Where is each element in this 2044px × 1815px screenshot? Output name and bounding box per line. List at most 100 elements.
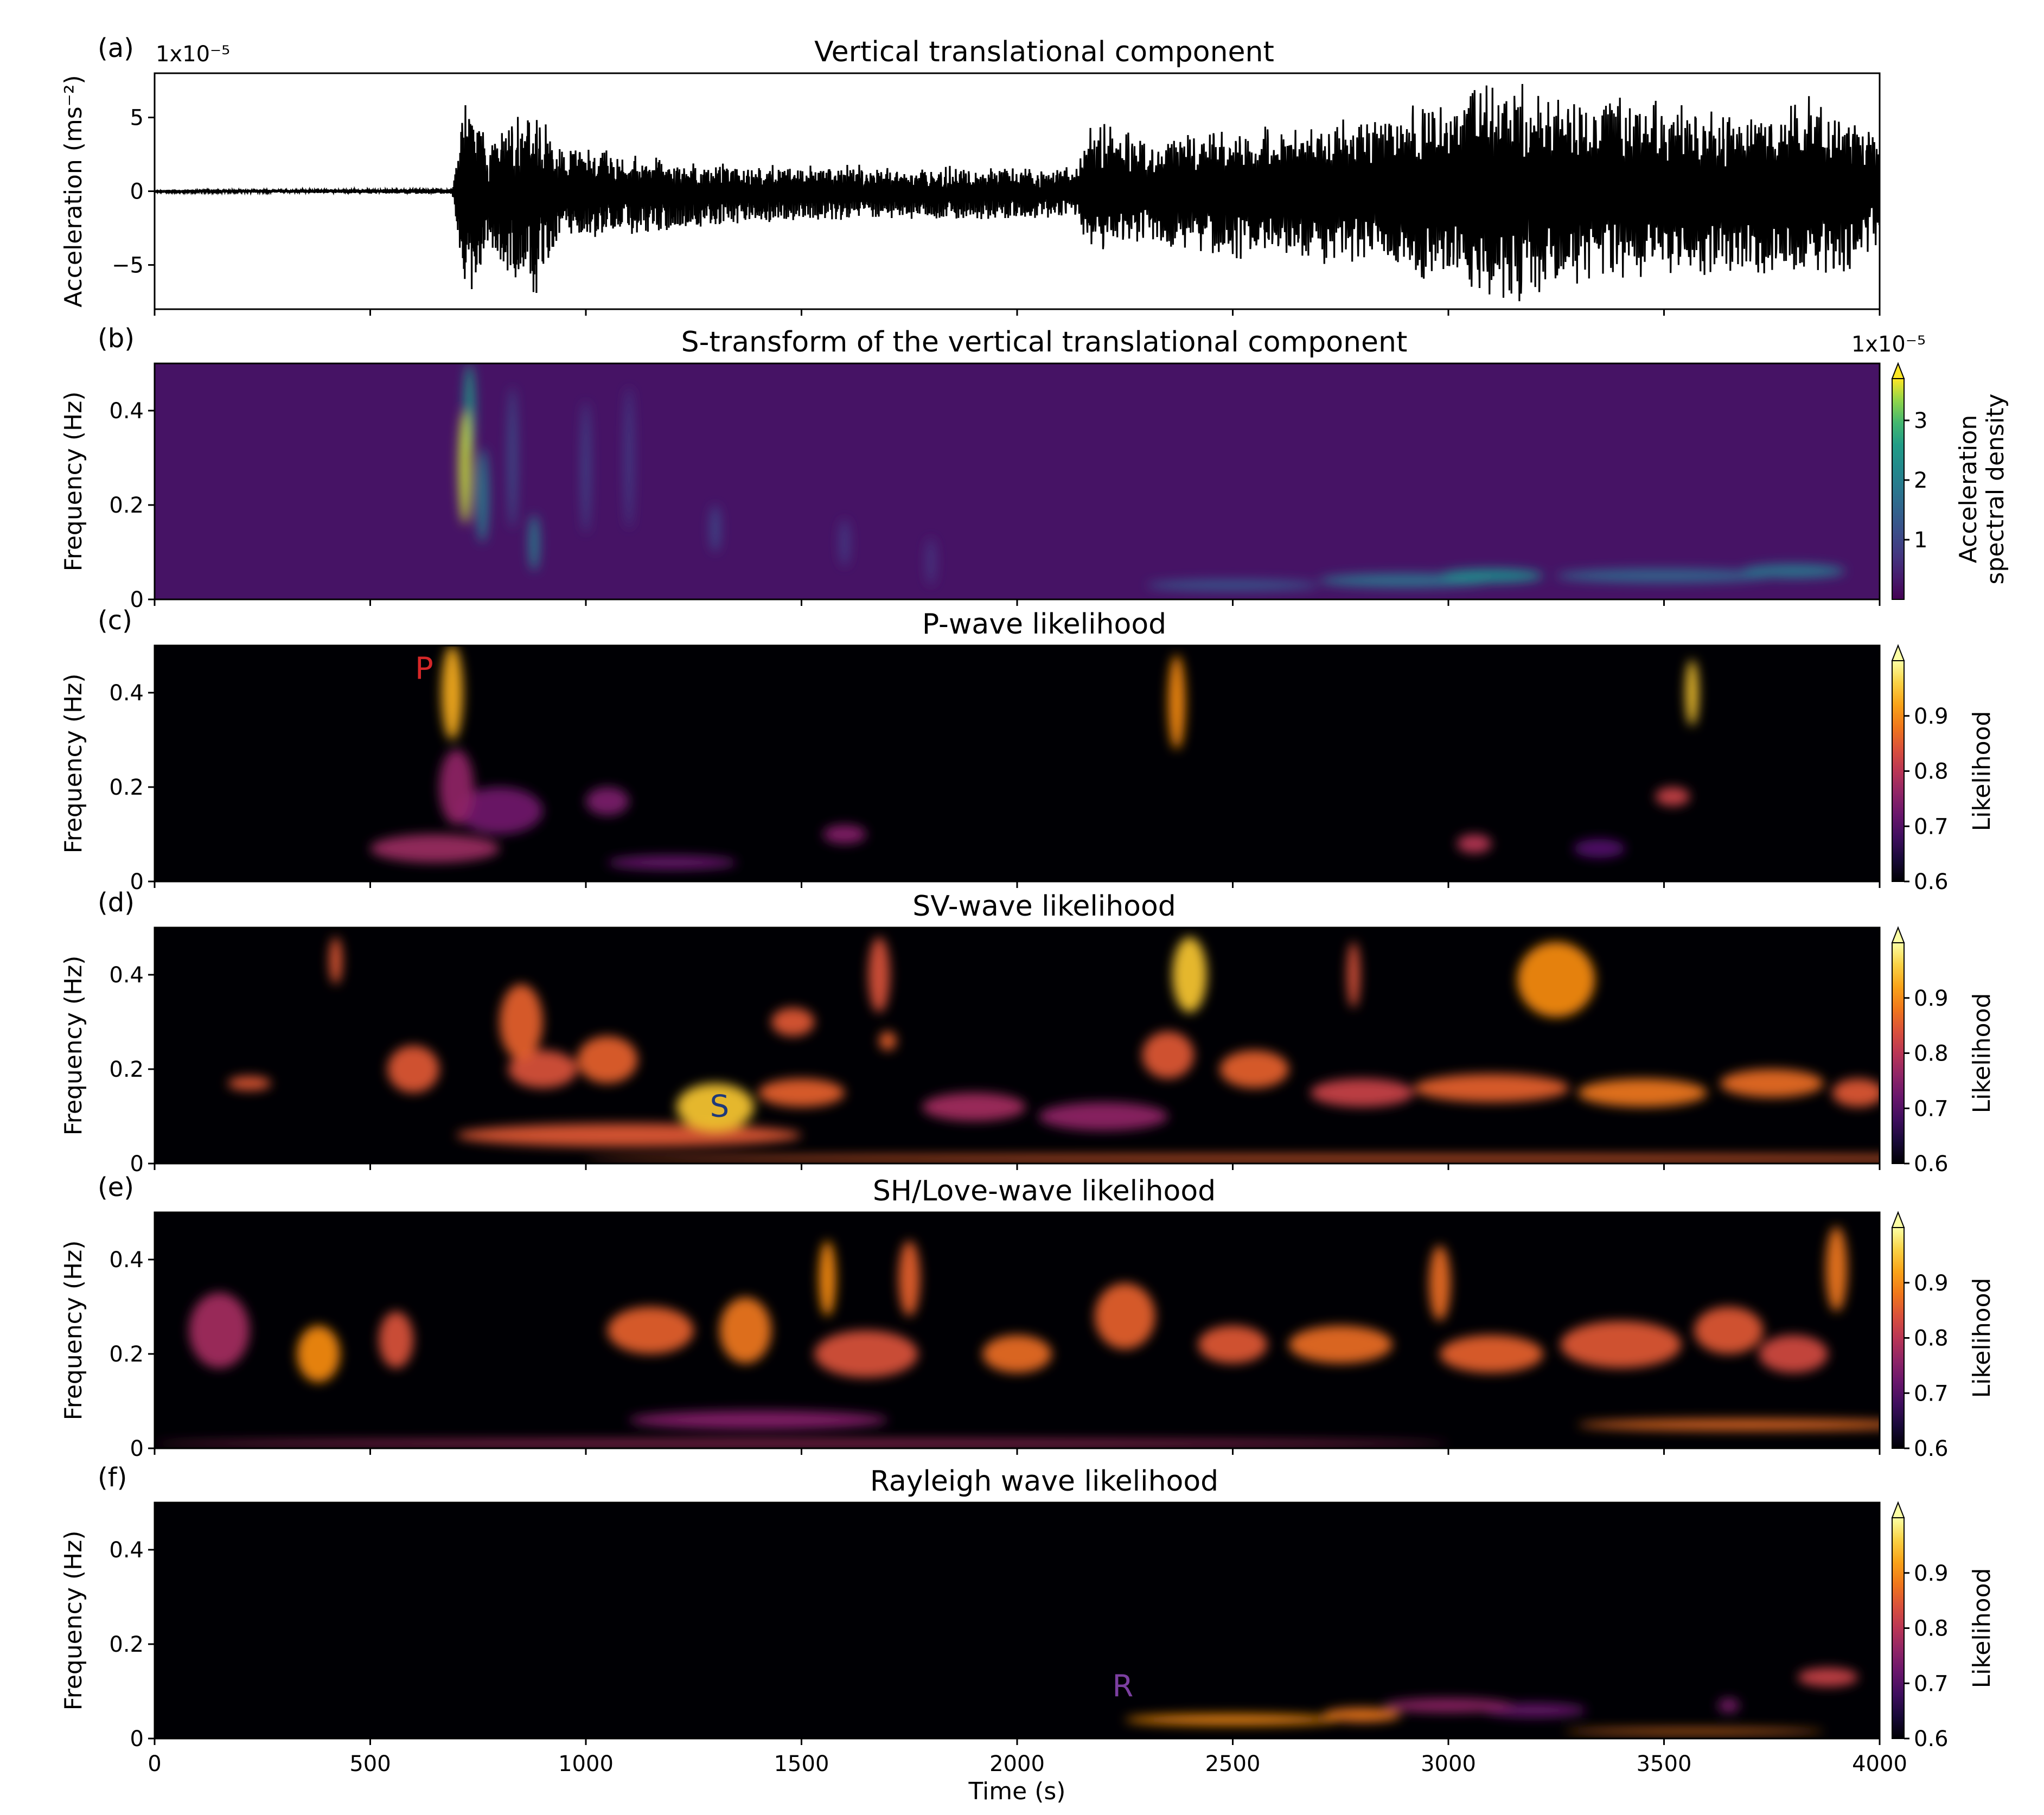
panel-d-cb-tick-label: 0.7 — [1914, 1096, 1949, 1121]
panel-c-cb-tick-label: 0.6 — [1914, 870, 1949, 894]
heatmap-blob — [500, 984, 543, 1060]
heatmap-blob — [1517, 942, 1595, 1018]
panel-a-multiplier: 1x10⁻⁵ — [156, 42, 230, 67]
heatmap-blob — [922, 1092, 1026, 1121]
panel-d-title: SV-wave likelihood — [912, 890, 1176, 923]
panel-c-colorbar — [1892, 660, 1905, 882]
heatmap-blob — [370, 834, 500, 863]
heatmap-blob — [476, 448, 489, 543]
heatmap-blob — [1288, 1325, 1393, 1364]
panel-b-colorbar-extend — [1891, 362, 1905, 379]
heatmap-blob — [529, 514, 540, 571]
heatmap-blob — [1457, 834, 1492, 853]
panel-f-cb-tick-label: 0.6 — [1914, 1727, 1949, 1752]
heatmap-blob — [329, 937, 342, 985]
heatmap-blob — [582, 401, 590, 534]
panel-c-ytick-label: 0 — [130, 870, 144, 894]
panel-f-xtick-label: 3000 — [1421, 1752, 1476, 1776]
heatmap-blob — [1038, 1102, 1168, 1131]
heatmap-blob — [508, 1050, 578, 1088]
panel-d-panel-label: (d) — [98, 887, 135, 918]
heatmap-blob — [508, 387, 517, 529]
panel-f-ytick-label: 0.2 — [109, 1632, 144, 1657]
heatmap-blob — [155, 1440, 1448, 1448]
panel-f-cb-label: Likelihood — [1968, 1568, 1996, 1689]
panel-f-colorbar-extend — [1891, 1501, 1905, 1518]
heatmap-blob — [1825, 1226, 1848, 1312]
panel-c-ytick-label: 0.2 — [109, 775, 144, 800]
panel-d: (d) SV-wave likelihood 0.4 0.2 0 Frequency (H… — [60, 887, 1996, 1177]
heatmap-blob — [1440, 1335, 1543, 1373]
panel-f-xtick-label: 2000 — [989, 1752, 1045, 1776]
panel-a-ylabel: Acceleration (ms⁻²) — [60, 75, 87, 307]
panel-b-cb-label: spectral density — [1982, 394, 2009, 585]
panel-c-ytick-label: 0.4 — [109, 681, 144, 706]
panel-f-panel-label: (f) — [98, 1462, 127, 1493]
panel-f-annotation: R — [1112, 1669, 1133, 1704]
panel-d-ytick-label: 0.4 — [109, 963, 144, 988]
panel-c-panel-label: (c) — [98, 605, 132, 636]
heatmap-blob — [839, 519, 850, 567]
panel-a-ytick-label: 0 — [130, 180, 144, 204]
panel-b-background — [155, 363, 1880, 599]
heatmap-blob — [1832, 1078, 1880, 1107]
panel-a-title: Vertical translational component — [814, 36, 1274, 68]
panel-f-xtick-label: 1500 — [774, 1752, 829, 1776]
heatmap-blob — [577, 1036, 638, 1084]
heatmap-blob — [1694, 1307, 1764, 1354]
panel-c-cb-tick-label: 0.9 — [1914, 704, 1949, 729]
heatmap-blob — [189, 1292, 250, 1369]
heatmap-blob — [1172, 937, 1207, 1013]
heatmap-blob — [814, 1330, 918, 1378]
panel-e-ylabel: Frequency (Hz) — [60, 1241, 87, 1421]
panel-c-colorbar-extend — [1891, 644, 1905, 661]
waveform-trace — [155, 84, 1880, 302]
panel-b: (b) S-transform of the vertical translati… — [60, 323, 2009, 612]
heatmap-blob — [982, 1335, 1052, 1373]
panel-d-ylabel: Frequency (Hz) — [60, 956, 87, 1136]
heatmap-blob — [1685, 660, 1699, 726]
panel-a-panel-label: (a) — [98, 33, 134, 63]
panel-b-cb-multiplier: 1x10⁻⁵ — [1851, 332, 1926, 357]
heatmap-blob — [1440, 568, 1543, 583]
heatmap-blob — [456, 787, 543, 834]
panel-e-cb-tick-label: 0.8 — [1914, 1326, 1949, 1351]
panel-b-ytick-label: 0.2 — [109, 493, 144, 518]
panel-f-background — [155, 1503, 1880, 1739]
heatmap-blob — [607, 1307, 694, 1354]
heatmap-blob — [676, 1083, 755, 1131]
panel-e-ytick-label: 0.2 — [109, 1342, 144, 1367]
heatmap-blob — [1717, 1698, 1740, 1713]
panel-d-ytick-label: 0.2 — [109, 1057, 144, 1082]
panel-e-panel-label: (e) — [98, 1172, 134, 1203]
heatmap-blob — [624, 387, 634, 529]
panel-f-colorbar — [1892, 1517, 1905, 1739]
panel-f-ytick-label: 0.4 — [109, 1538, 144, 1563]
heatmap-blob — [1797, 1667, 1858, 1687]
panel-e-colorbar-extend — [1891, 1211, 1905, 1228]
heatmap-blob — [823, 825, 866, 844]
panel-f-xtick-label: 4000 — [1852, 1752, 1907, 1776]
heatmap-blob — [758, 1078, 845, 1107]
panel-e-cb-tick-label: 0.9 — [1914, 1271, 1949, 1296]
heatmap-blob — [629, 1410, 888, 1430]
heatmap-blob — [1560, 1321, 1682, 1369]
heatmap-blob — [1655, 787, 1690, 806]
panel-c-cb-tick-label: 0.8 — [1914, 759, 1949, 784]
heatmap-blob — [879, 1031, 897, 1051]
heatmap-blob — [1125, 1714, 1341, 1725]
panel-b-cb-label: Acceleration — [1954, 415, 1982, 563]
heatmap-blob — [1429, 1245, 1451, 1321]
heatmap-blob — [1198, 1325, 1268, 1364]
panel-b-panel-label: (b) — [98, 323, 135, 354]
heatmap-blob — [1573, 839, 1625, 858]
heatmap-blob — [439, 749, 474, 825]
panel-e-cb-tick-label: 0.6 — [1914, 1436, 1949, 1461]
panel-b-cb-tick-label: 3 — [1914, 408, 1927, 433]
heatmap-blob — [586, 787, 629, 816]
panel-c-annotation: P — [415, 651, 433, 687]
panel-d-colorbar — [1892, 942, 1905, 1164]
panel-c-ylabel: Frequency (Hz) — [60, 674, 87, 854]
heatmap-blob — [1414, 1073, 1569, 1102]
